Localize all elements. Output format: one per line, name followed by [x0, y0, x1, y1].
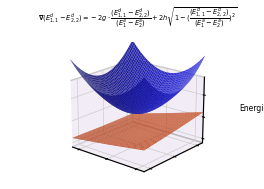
Text: $\mathbf{\nabla}(E^d_{1,1} - E^d_{2,2}) = -2g \cdot \dfrac{(E^d_{1,1} - E^d_{2,2: $\mathbf{\nabla}(E^d_{1,1} - E^d_{2,2}) …: [38, 6, 237, 30]
